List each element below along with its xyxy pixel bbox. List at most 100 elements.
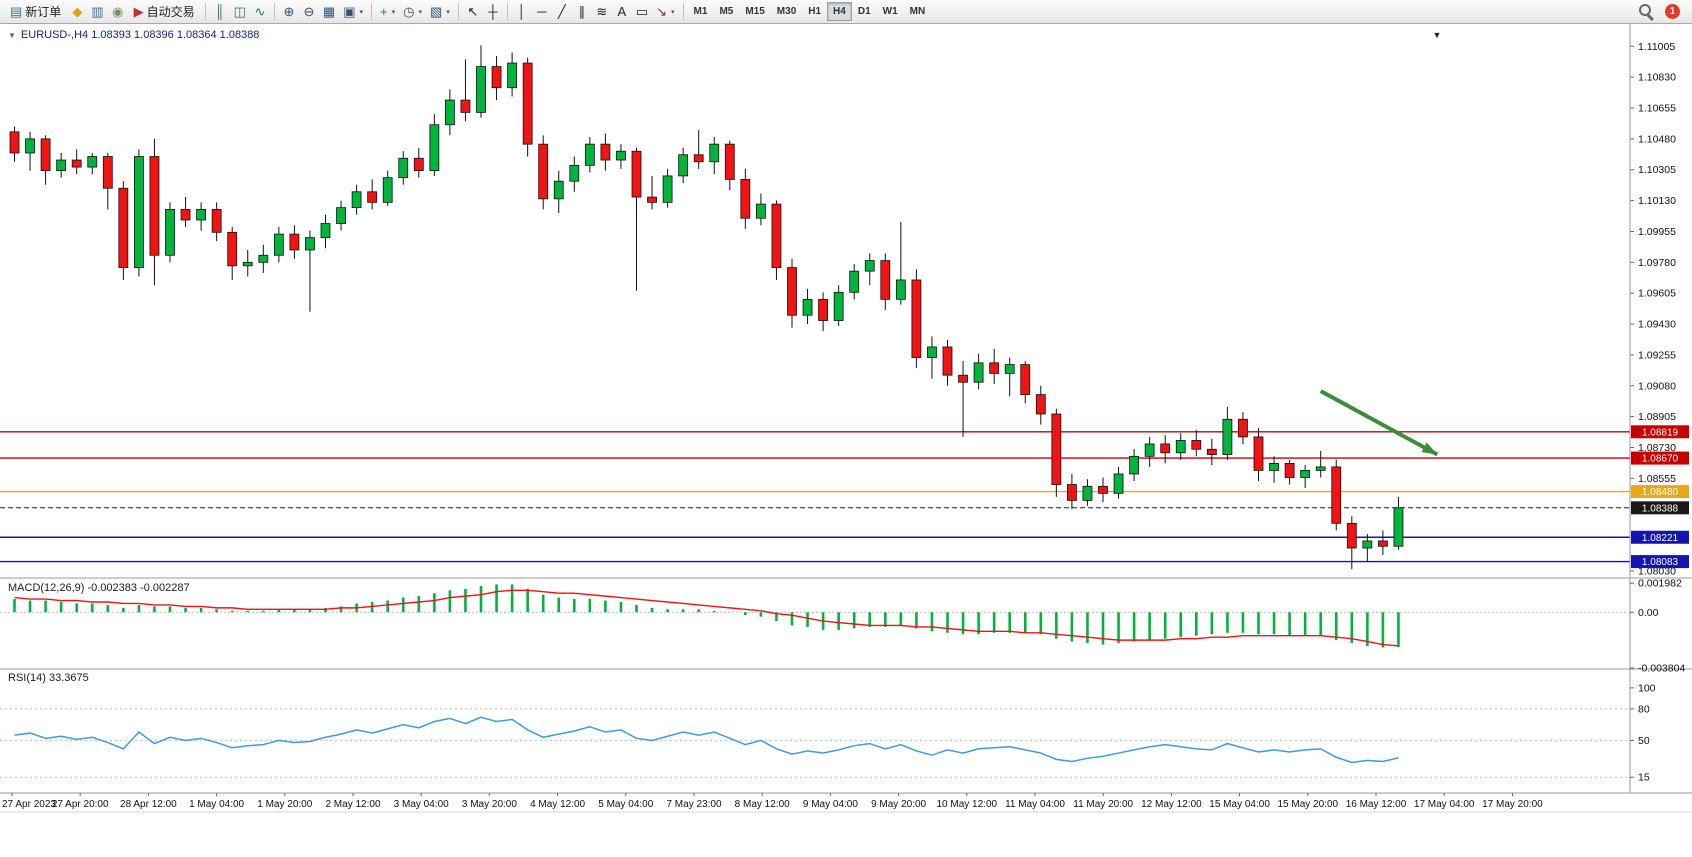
price-tag-1.08819[interactable]: 1.08819 [1631,425,1689,439]
tile-windows-icon[interactable]: ▦ [319,1,339,22]
candle-down [211,209,222,233]
candle-down [771,203,782,269]
arrange-windows-icon[interactable]: ▣ ▾ [339,1,367,22]
candle-up [678,154,689,177]
vertical-line-icon[interactable]: │ [512,1,532,22]
equidistant-channel-icon: ∥ [578,4,586,19]
oneclick-trading-arrow-icon[interactable]: ▼ [8,30,16,40]
signals-icon[interactable]: ◉ [108,1,128,22]
time-tick-label: 3 May 20:00 [462,799,517,810]
shapes-icon[interactable]: ↘ ▾ [652,1,678,22]
price-tag-1.08670[interactable]: 1.08670 [1631,451,1689,465]
svg-text:1.08819: 1.08819 [1642,427,1679,438]
candle-up [1222,418,1233,455]
candle-up [507,62,518,89]
symbol-ohlc-text: EURUSD-,H4 1.08393 1.08396 1.08364 1.083… [20,29,260,41]
market-watch-icon[interactable]: ▥ [87,1,107,22]
price-tick-label: 1.11005 [1638,41,1675,53]
time-tick-label: 27 Apr 2023 [2,799,56,810]
time-tick-label: 8 May 12:00 [735,799,790,810]
price-tag-1.08480[interactable]: 1.08480 [1631,485,1689,499]
cursor-icon[interactable]: ↖ [463,1,483,22]
timeframe-m5-button[interactable]: M5 [713,2,739,21]
candle-up [1082,485,1093,501]
time-tick-label: 12 May 12:00 [1141,799,1202,810]
candle-up [1300,470,1311,478]
time-tick-label: 9 May 20:00 [871,799,926,810]
bar-chart-icon[interactable]: ║ [210,1,230,22]
candle-up [616,150,626,161]
price-tag-1.08083[interactable]: 1.08083 [1631,555,1689,569]
candle-down [1206,448,1217,455]
candle-up [864,260,875,272]
price-tag-1.08388[interactable]: 1.08388 [1631,501,1689,515]
zoom-in-icon[interactable]: ⊕ [279,1,299,22]
periods-icon[interactable]: ◷ ▾ [399,1,426,22]
rsi-scale: 100 80 50 15 [1630,682,1656,784]
market-watch-icon: ▥ [91,4,104,19]
time-tick-label: 9 May 04:00 [803,799,858,810]
metaeditor-icon[interactable]: ◆ [67,1,87,22]
timeframe-w1-button[interactable]: W1 [877,2,904,21]
timeframe-h1-button[interactable]: H1 [802,2,827,21]
timeframe-h4-button[interactable]: H4 [827,2,852,21]
price-tick-label: 1.10130 [1638,195,1676,207]
candle-down [1191,440,1202,450]
time-tick-label: 15 May 20:00 [1277,799,1338,810]
timeframe-m1-button[interactable]: M1 [688,2,714,21]
candle-up [1362,540,1373,549]
trend-arrow-object[interactable] [1319,389,1439,457]
toolbar-separator [506,3,508,20]
candle-up [709,143,720,163]
candlestick-chart-icon[interactable]: ◫ [230,1,250,22]
rsi-line [14,716,1399,764]
notification-badge[interactable]: 1 [1665,4,1680,19]
candle-down [958,374,968,383]
price-tick-label: 1.10830 [1638,72,1676,84]
time-tick-label: 5 May 04:00 [598,799,653,810]
price-tick-label: 1.09430 [1638,319,1676,331]
candle-up [242,261,253,267]
crosshair-icon[interactable]: ┼ [483,1,503,22]
candle-up [802,298,813,316]
candle-up [1269,462,1279,471]
candle-up [973,362,984,383]
price-scale: 1.11005 1.10830 1.10655 1.10480 1.10305 1.101… [1630,41,1676,577]
indicators-icon[interactable]: + ▾ [376,1,399,22]
tile-windows-icon: ▦ [322,4,336,19]
line-chart-icon[interactable]: ∿ [250,1,270,22]
templates-icon[interactable]: ▧ ▾ [426,1,454,22]
candle-down [880,260,891,300]
price-tag-1.08221[interactable]: 1.08221 [1631,530,1689,544]
horizontal-line-icon[interactable]: ─ [532,1,552,22]
trendline-icon[interactable]: ╱ [552,1,572,22]
svg-text:1.08670: 1.08670 [1642,454,1679,465]
equidistant-channel-icon[interactable]: ∥ [572,1,592,22]
timeframe-mn-button[interactable]: MN [904,2,932,21]
new-order-button[interactable]: ▤ 新订单 [4,1,67,22]
candle-down [693,154,704,163]
price-tick-label: 1.08905 [1638,411,1676,423]
svg-text:50: 50 [1638,735,1650,747]
toolbar-separator [204,3,206,20]
timeframe-m15-button[interactable]: M15 [739,2,770,21]
time-tick-label: 16 May 12:00 [1346,799,1407,810]
text-icon[interactable]: A [612,1,632,22]
zoom-in-icon: ⊕ [283,4,295,19]
trendline-icon: ╱ [557,4,566,19]
zoom-out-icon[interactable]: ⊖ [299,1,319,22]
candle-up [584,143,595,166]
autotrading-button[interactable]: ▶ 自动交易 [128,1,201,22]
candle-up [305,237,315,251]
fibonacci-icon[interactable]: ≋ [592,1,612,22]
text-label-icon[interactable]: ▭ [632,1,652,22]
timeframe-m30-button[interactable]: M30 [771,2,802,21]
vertical-line-icon: │ [517,4,526,19]
search-icon[interactable] [1638,3,1655,21]
candle-down [1051,413,1062,485]
candle-down [367,191,378,203]
timeframe-d1-button[interactable]: D1 [852,2,877,21]
price-tick-label: 1.10655 [1638,103,1676,115]
